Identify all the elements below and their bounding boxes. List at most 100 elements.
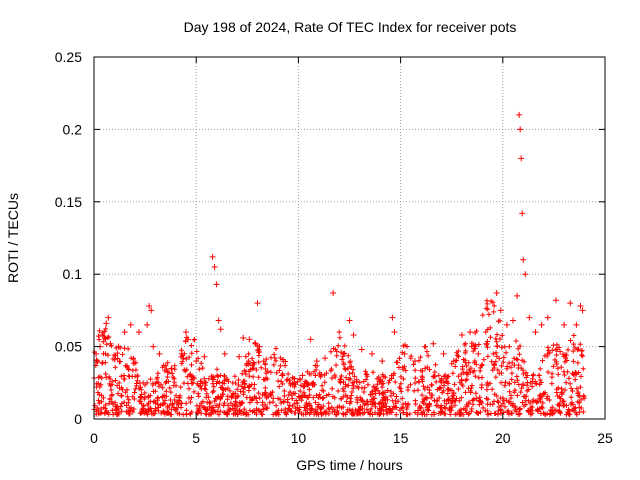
x-tick-label: 20: [495, 430, 511, 446]
band-point: [263, 405, 269, 411]
band-point: [173, 393, 179, 399]
band-point: [225, 402, 231, 408]
band-point: [285, 371, 291, 377]
band-point: [342, 343, 348, 349]
band-point: [411, 388, 417, 394]
band-point: [313, 411, 319, 417]
band-point: [382, 374, 388, 380]
band-point: [510, 401, 516, 407]
band-point: [302, 408, 308, 414]
band-point: [557, 409, 563, 415]
band-point: [258, 409, 264, 415]
band-point: [508, 364, 514, 370]
band-point: [421, 383, 427, 389]
x-tick-label: 25: [597, 430, 613, 446]
band-point: [471, 360, 477, 366]
band-point: [333, 362, 339, 368]
band-point: [529, 408, 535, 414]
band-point: [499, 332, 505, 338]
data-point: [217, 326, 224, 333]
band-point: [514, 377, 520, 383]
band-point: [100, 339, 106, 345]
data-point: [313, 358, 320, 365]
band-point: [484, 298, 490, 304]
band-point: [235, 411, 241, 417]
band-point: [167, 385, 173, 391]
band-point: [334, 411, 340, 417]
band-point: [452, 398, 458, 404]
band-point: [108, 387, 114, 393]
band-point: [503, 350, 509, 356]
band-point: [564, 352, 570, 358]
band-point: [464, 376, 470, 382]
data-point: [185, 336, 192, 343]
band-point: [439, 408, 445, 414]
band-point: [251, 365, 257, 371]
grid: [94, 57, 605, 419]
band-point: [317, 394, 323, 400]
band-point: [486, 311, 492, 317]
band-point: [109, 379, 115, 385]
band-point: [435, 403, 441, 409]
band-point: [445, 381, 451, 387]
band-point: [126, 367, 132, 373]
band-point: [570, 358, 576, 364]
band-point: [141, 403, 147, 409]
data-point: [483, 340, 490, 347]
band-point: [328, 349, 334, 355]
data-point: [260, 358, 267, 365]
band-point: [538, 404, 544, 410]
band-point: [232, 402, 238, 408]
band-point: [349, 389, 355, 395]
band-point: [385, 387, 391, 393]
band-point: [325, 405, 331, 411]
band-point: [419, 376, 425, 382]
band-point: [329, 375, 335, 381]
band-point: [581, 394, 587, 400]
data-point: [299, 372, 306, 379]
band-point: [247, 399, 253, 405]
band-point: [110, 356, 116, 362]
band-point: [112, 364, 118, 370]
band-point: [500, 395, 506, 401]
band-point: [470, 401, 476, 407]
band-point: [515, 346, 521, 352]
band-point: [363, 371, 369, 377]
band-point: [128, 405, 134, 411]
band-point: [284, 409, 290, 415]
band-point: [138, 398, 144, 404]
band-point: [342, 384, 348, 390]
band-point: [258, 365, 264, 371]
band-point: [214, 366, 220, 372]
band-point: [131, 396, 137, 402]
band-point: [161, 362, 167, 368]
data-point: [497, 307, 504, 314]
band-point: [424, 349, 430, 355]
band-point: [237, 399, 243, 405]
band-point: [196, 366, 202, 372]
band-point: [209, 376, 215, 382]
band-point: [537, 366, 543, 372]
band-point: [392, 379, 398, 385]
band-point: [306, 411, 312, 417]
band-point: [428, 395, 434, 401]
band-point: [506, 344, 512, 350]
band-point: [119, 408, 125, 414]
data-point: [379, 358, 386, 365]
band-point: [287, 402, 293, 408]
band-point: [134, 383, 140, 389]
band-point: [477, 394, 483, 400]
band-point: [466, 399, 472, 405]
band-point: [374, 385, 380, 391]
band-point: [98, 382, 104, 388]
band-point: [460, 364, 466, 370]
band-point: [195, 407, 201, 413]
band-point: [485, 344, 491, 350]
band-point: [496, 404, 502, 410]
data-point: [346, 317, 353, 324]
band-point: [517, 343, 523, 349]
band-point: [448, 405, 454, 411]
band-point: [300, 411, 306, 417]
band-point: [344, 399, 350, 405]
band-point: [223, 387, 229, 393]
